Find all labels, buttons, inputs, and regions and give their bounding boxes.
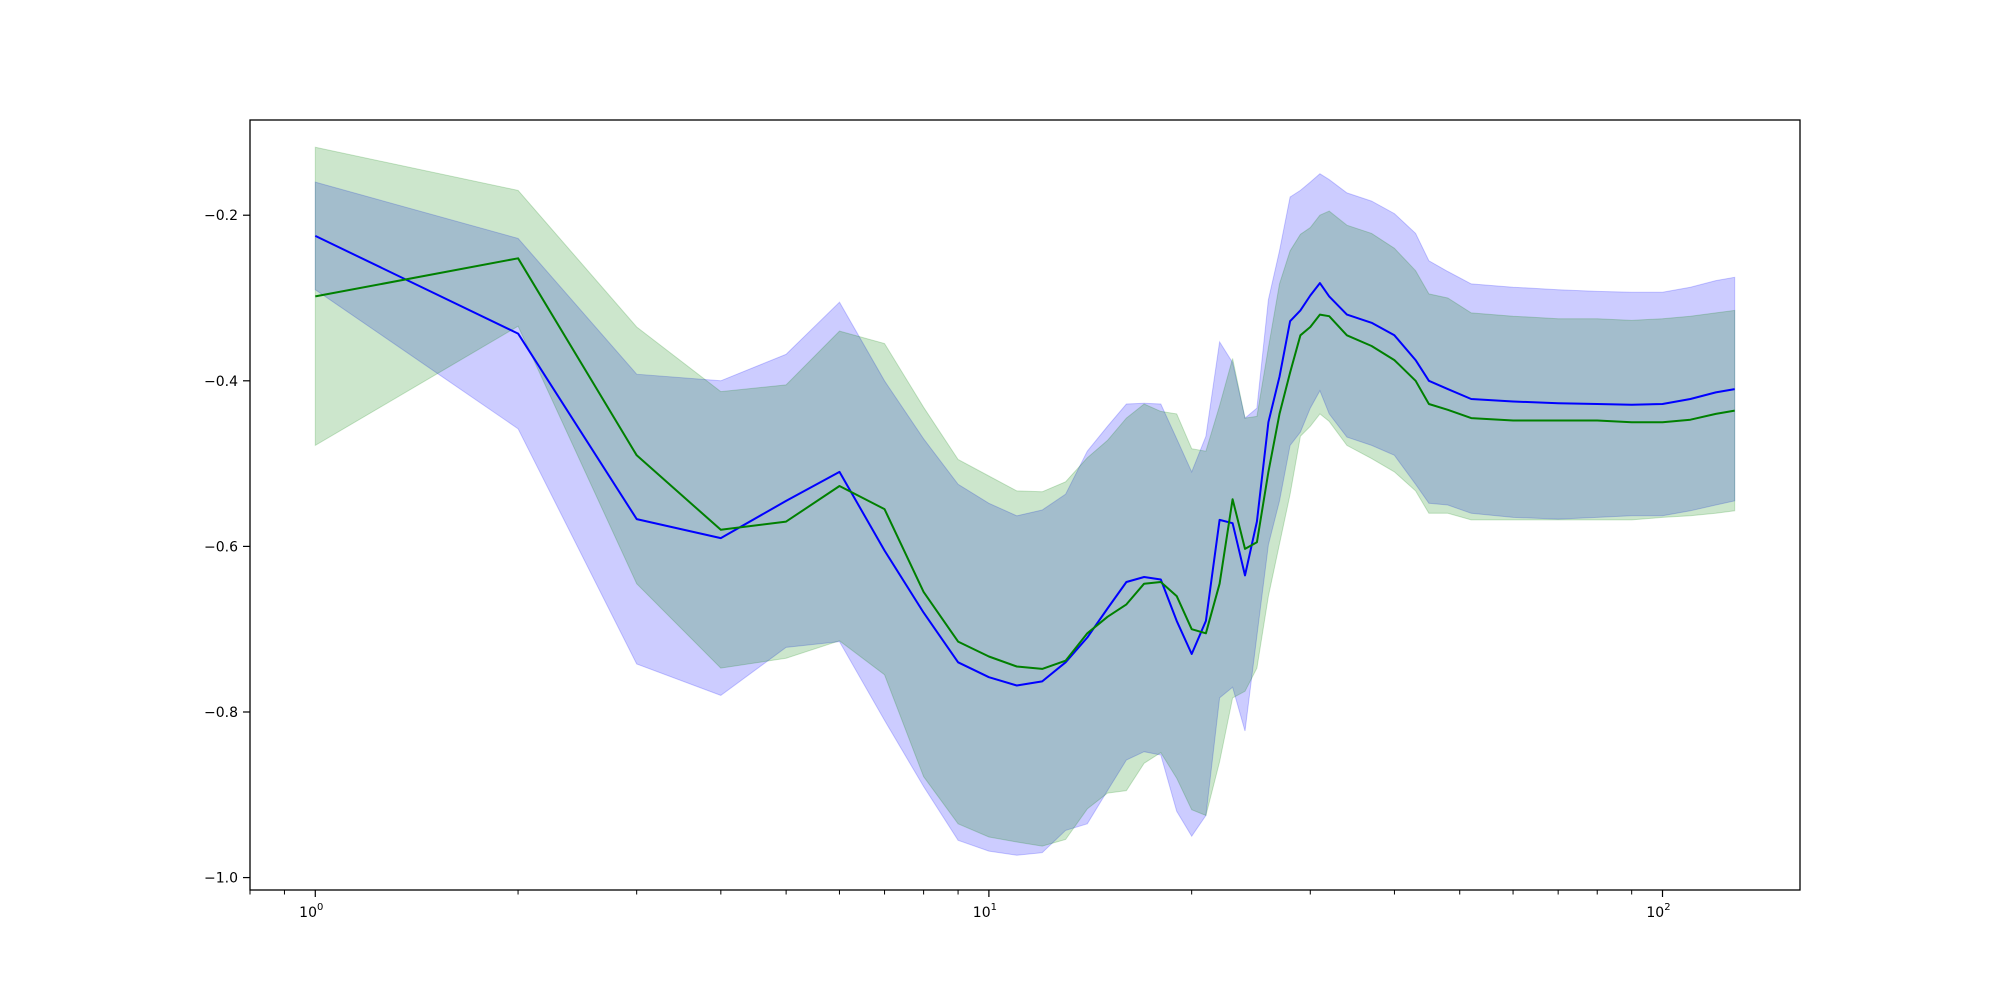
x-tick-label: 100 (299, 902, 323, 921)
series-lines (314, 234, 1735, 687)
confidence-bands (314, 146, 1736, 856)
x-axis: 100 101 102 (249, 890, 1671, 921)
series-1-line (315, 257, 1735, 670)
x-tick-label: 101 (973, 902, 997, 921)
series-1-band (314, 146, 1736, 847)
y-tick-label: −0.6 (204, 539, 238, 555)
y-axis: −0.2 −0.4 −0.6 −0.8 −1.0 (204, 208, 250, 887)
y-tick-label: −1.0 (204, 871, 238, 887)
y-tick-label: −0.2 (204, 208, 238, 224)
y-tick-label: −0.8 (204, 705, 238, 721)
series-0-line (314, 234, 1735, 687)
plot-frame (249, 119, 1801, 891)
series-0-band (314, 173, 1736, 856)
x-tick-label: 102 (1646, 902, 1670, 921)
y-tick-label: −0.4 (204, 374, 238, 390)
